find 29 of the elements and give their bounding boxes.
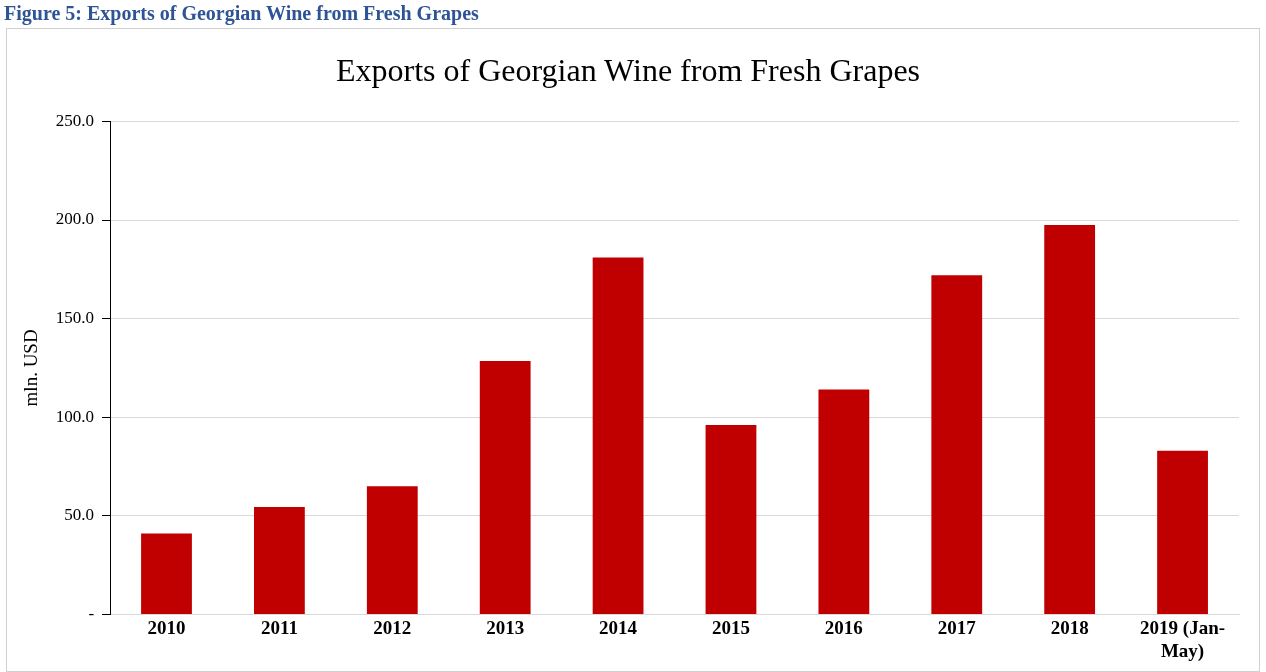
bar (818, 389, 870, 614)
y-tick-label: - (88, 603, 95, 623)
bar (1157, 450, 1208, 614)
x-tick-label: 2014 (599, 616, 638, 638)
x-tick-label: 2016 (824, 616, 863, 638)
x-tick-label: 2012 (373, 616, 412, 638)
x-tick-label: 2019 (Jan-May) (1140, 616, 1226, 662)
bar (366, 486, 418, 614)
bar (1044, 224, 1096, 614)
x-tick-label: 2013 (486, 616, 525, 638)
x-tick-label: 2010 (147, 616, 186, 638)
caption: Figure 5: Exports of Georgian Wine from Fresh Grapes (4, 1, 479, 25)
chart-title: Exports of Georgian Wine from Fresh Grapes (335, 51, 921, 88)
bar (705, 425, 757, 614)
bar (931, 275, 983, 614)
y-tick-label: 100.0 (55, 406, 95, 426)
bar (141, 533, 192, 614)
bar (253, 506, 305, 614)
x-tick-label: 2015 (711, 616, 750, 638)
y-tick-label: 200.0 (55, 209, 95, 229)
y-axis-title: mln. USD (20, 329, 42, 407)
bar (479, 361, 531, 614)
bar (592, 257, 644, 614)
y-tick-label: 150.0 (55, 308, 95, 328)
x-tick-label: 2017 (937, 616, 977, 638)
y-tick-label: 50.0 (64, 505, 95, 525)
x-tick-label: 2011 (260, 616, 298, 638)
y-tick-label: 250.0 (55, 110, 95, 130)
x-tick-label: 2018 (1050, 616, 1089, 638)
